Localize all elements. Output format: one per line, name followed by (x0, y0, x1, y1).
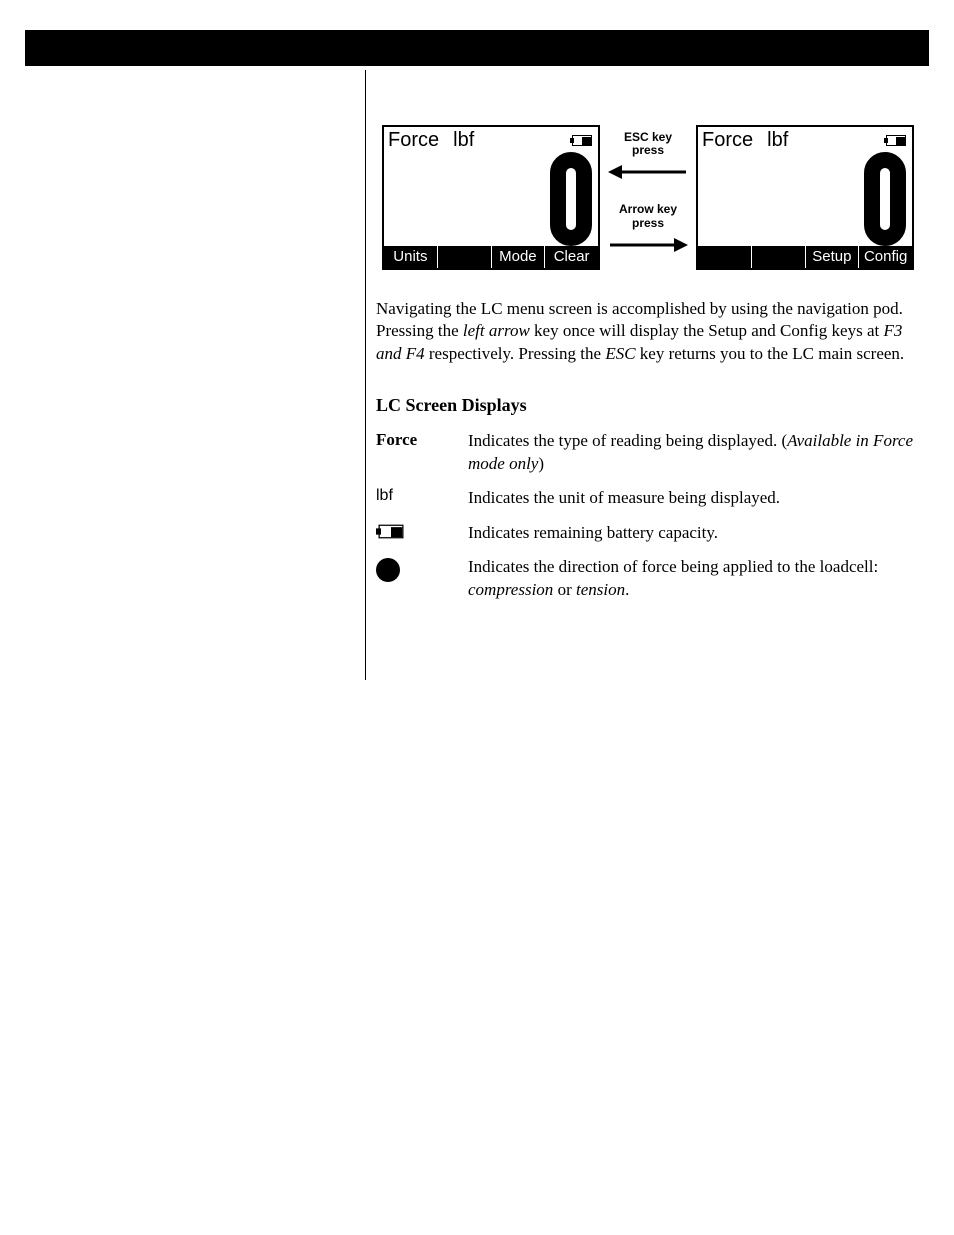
screen-right-body (698, 152, 912, 246)
screen-right-unit-label: lbf (767, 129, 788, 152)
battery-icon (570, 135, 592, 146)
softkey-mode[interactable]: Mode (492, 246, 546, 268)
screen-left-softkeys: Units Mode Clear (384, 246, 598, 268)
term-row-load-direction: Indicates the direction of force being a… (376, 556, 929, 601)
arrow-key-press-label: Arrow key press (619, 203, 677, 229)
right-column: Force lbf Units Mode Clear (366, 70, 929, 680)
device-screen-right: Force lbf Setup Config (696, 125, 914, 270)
screen-right-force-label: Force (702, 129, 753, 152)
softkey-clear[interactable]: Clear (545, 246, 598, 268)
softkey-units[interactable]: Units (384, 246, 438, 268)
circle-icon (376, 558, 400, 582)
screen-left-topbar: Force lbf (384, 127, 598, 152)
softkey-blank (438, 246, 492, 268)
term-def-force: Indicates the type of reading being disp… (468, 430, 929, 475)
between-arrows-column: ESC key press Arrow key press (600, 125, 696, 254)
header-bar (25, 30, 929, 66)
screen-left-force-label: Force (388, 129, 439, 152)
term-row-battery: Indicates remaining battery capacity. (376, 522, 929, 544)
screen-right-softkeys: Setup Config (698, 246, 912, 268)
two-column-layout: Force lbf Units Mode Clear (25, 70, 929, 680)
screen-left-big-zero (550, 154, 592, 244)
right-arrow-icon (608, 236, 688, 254)
screen-right-big-zero (864, 154, 906, 244)
device-screen-left: Force lbf Units Mode Clear (382, 125, 600, 270)
navigation-paragraph: Navigating the LC menu screen is accompl… (376, 298, 929, 365)
term-key-lbf: lbf (376, 487, 456, 509)
device-screens-row: Force lbf Units Mode Clear (382, 125, 929, 270)
term-def-lbf: Indicates the unit of measure being disp… (468, 487, 929, 509)
softkey-blank (752, 246, 806, 268)
term-key-load-direction-icon (376, 556, 456, 601)
section-heading-lc-screen-displays: LC Screen Displays (376, 395, 929, 416)
screen-left-unit-label: lbf (453, 129, 474, 152)
term-definitions: Force Indicates the type of reading bein… (376, 430, 929, 601)
term-def-battery: Indicates remaining battery capacity. (468, 522, 929, 544)
battery-icon (884, 135, 906, 146)
left-column (25, 70, 365, 680)
term-row-force: Force Indicates the type of reading bein… (376, 430, 929, 475)
softkey-config[interactable]: Config (859, 246, 912, 268)
softkey-setup[interactable]: Setup (806, 246, 860, 268)
screen-left-body (384, 152, 598, 246)
term-key-battery-icon (376, 522, 456, 544)
left-arrow-icon (608, 163, 688, 181)
term-def-load-direction: Indicates the direction of force being a… (468, 556, 929, 601)
term-row-lbf: lbf Indicates the unit of measure being … (376, 487, 929, 509)
screen-right-topbar: Force lbf (698, 127, 912, 152)
battery-icon (376, 524, 404, 538)
term-key-force: Force (376, 430, 456, 475)
softkey-blank (698, 246, 752, 268)
esc-key-press-label: ESC key press (624, 131, 672, 157)
